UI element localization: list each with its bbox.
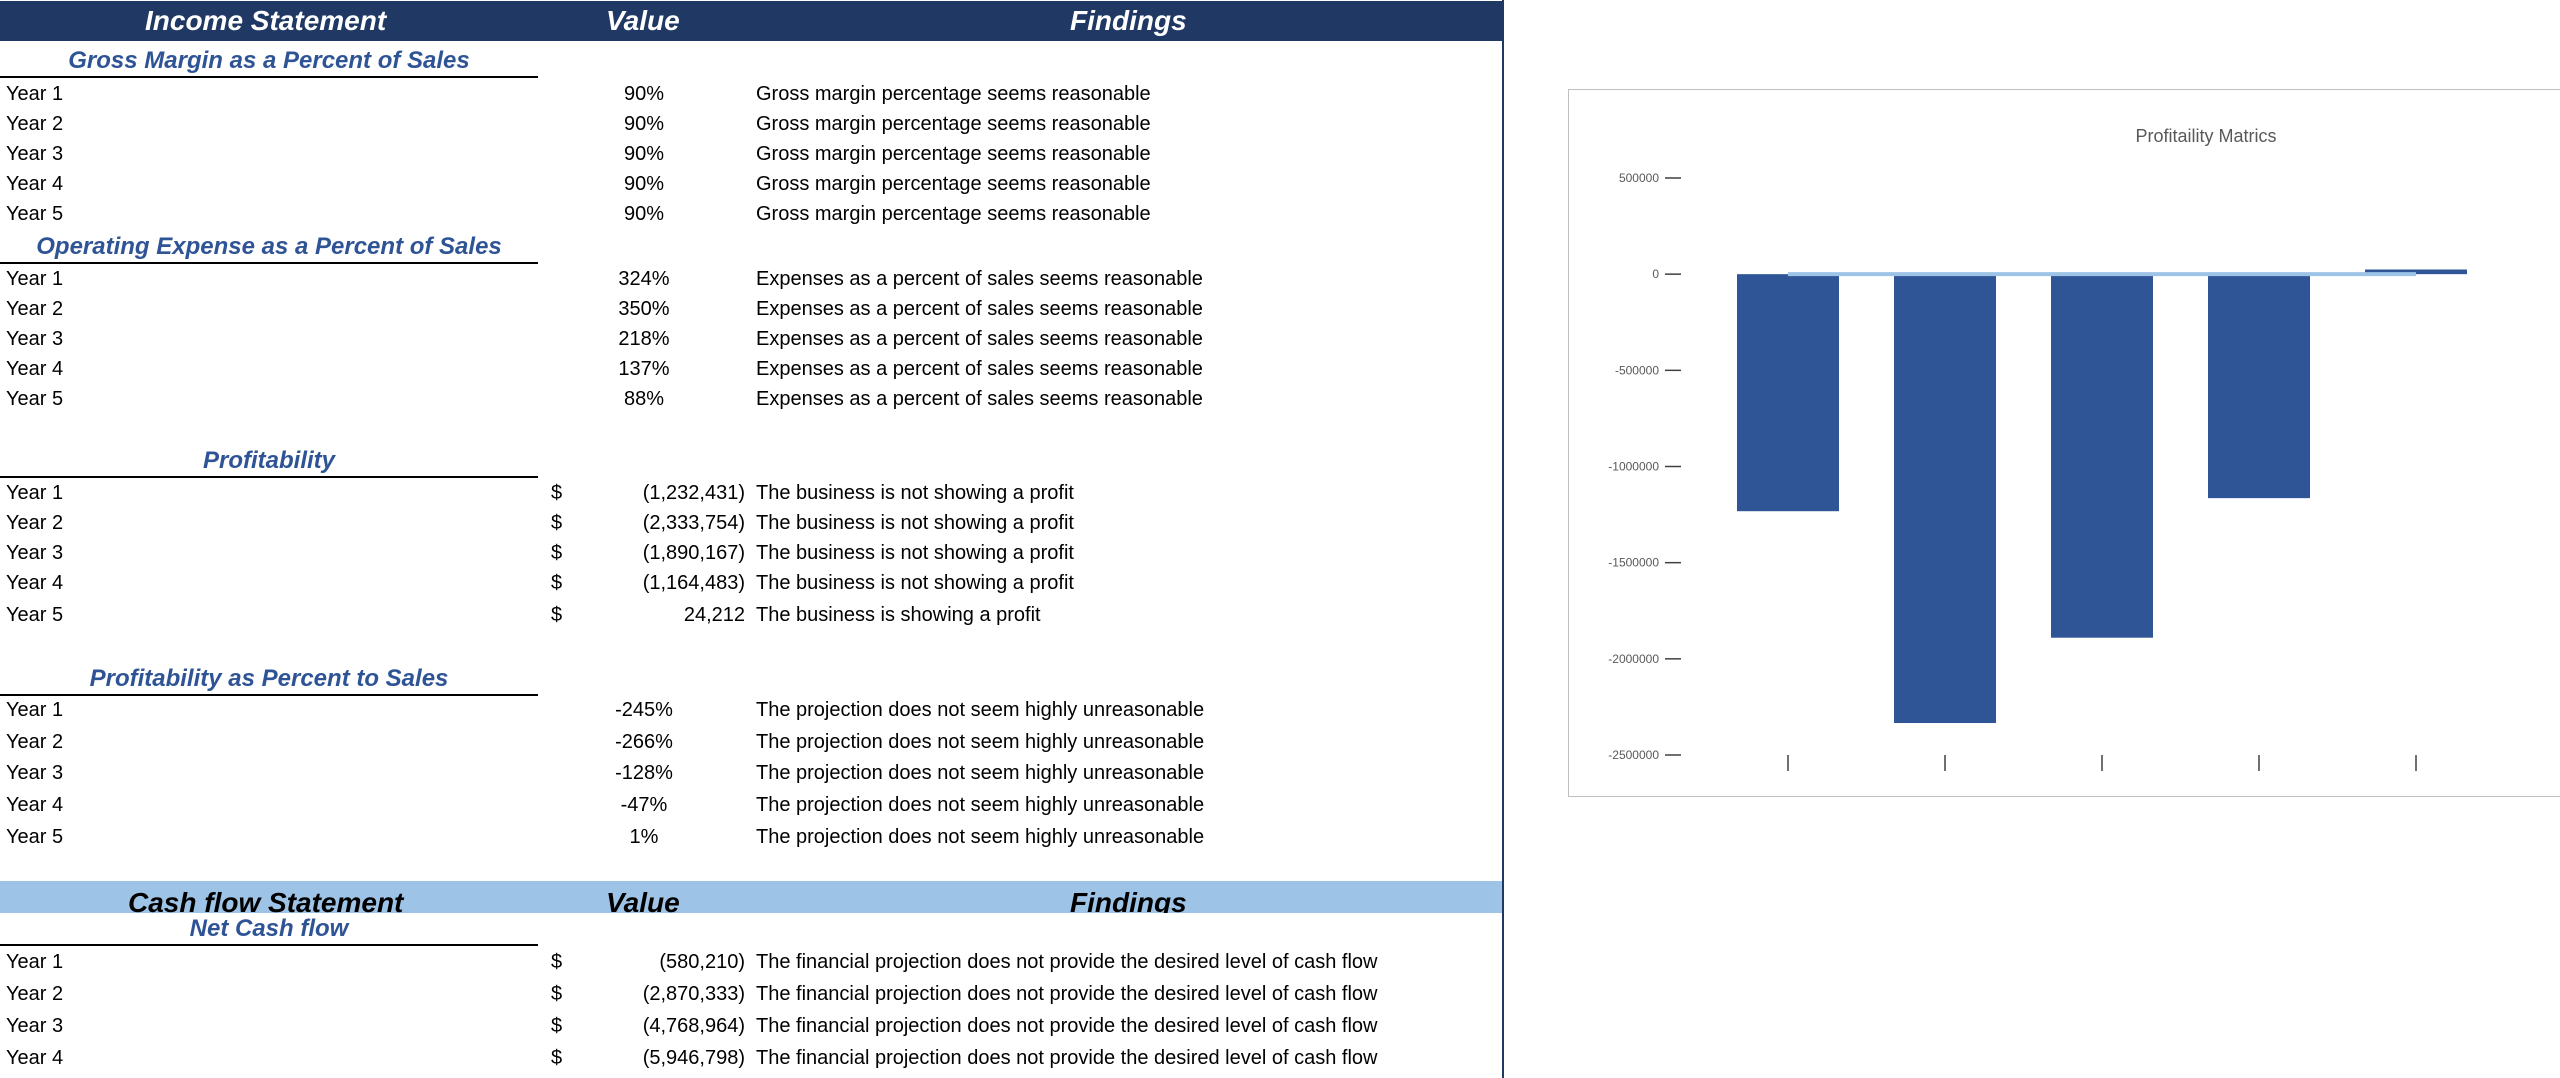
table-row[interactable]: Year 4 90% Gross margin percentage seems r… xyxy=(6,173,1151,195)
table-row[interactable]: Year 5 1% The projection does not seem hig… xyxy=(6,826,1205,848)
table-row[interactable]: Year 4 137% Expenses as a percent of sales… xyxy=(6,358,1203,380)
cashflow-statement-title: Cash flow Statement xyxy=(128,887,404,913)
income-statement-title: Income Statement xyxy=(145,5,387,36)
table-row[interactable]: Year 3 218% Expenses as a percent of sales… xyxy=(6,328,1203,350)
table-row[interactable]: Year 1 324% Expenses as a percent of sales… xyxy=(6,268,1203,290)
table-row[interactable]: Year 5 90% Gross margin percentage seems r… xyxy=(6,203,1151,225)
cashflow-statement-header: Cash flow Statement Value Findings xyxy=(0,881,1502,913)
table-row[interactable]: Year 4 $ (1,164,483) The business is not sh… xyxy=(6,572,1074,594)
bar-year-4[interactable] xyxy=(2208,274,2310,499)
profit-pct-section-title: Profitability as Percent to Sales xyxy=(0,664,538,696)
net-cash-section-title: Net Cash flow xyxy=(0,914,538,946)
table-row[interactable]: Year 2 $ (2,870,333) The financial projecti… xyxy=(6,983,1378,1005)
bar-year-2[interactable] xyxy=(1894,274,1996,724)
table-row[interactable]: Year 3 $ (1,890,167) The business is not sh… xyxy=(6,542,1074,564)
profitability-section-title: Profitability xyxy=(0,446,538,478)
y-tick-label: -1500000 xyxy=(1608,556,1659,570)
y-tick-label: -500000 xyxy=(1615,363,1659,377)
table-row[interactable]: Year 2 $ (2,333,754) The business is not sh… xyxy=(6,512,1074,534)
chart-title: Profitaility Matrics xyxy=(2135,126,2276,146)
chart-plot: Profitaility Matrics 500000 0 -500000 -1000… xyxy=(1608,126,2467,771)
sheet-right-border xyxy=(1502,0,1504,1078)
cashflow-findings-column-header: Findings xyxy=(1070,887,1187,913)
profitability-chart[interactable]: Profitaility Matrics 500000 0 -500000 -1000… xyxy=(1568,89,2560,797)
opex-section-title: Operating Expense as a Percent of Sales xyxy=(0,232,538,264)
table-row[interactable]: Year 4 -47% The projection does not seem h… xyxy=(6,794,1205,816)
y-tick-label: 0 xyxy=(1652,267,1659,281)
table-row[interactable]: Year 2 -266% The projection does not seem … xyxy=(6,731,1205,753)
y-tick-label: 500000 xyxy=(1619,171,1659,185)
value-column-header: Value xyxy=(606,5,680,36)
cashflow-value-column-header: Value xyxy=(606,887,680,913)
table-row[interactable]: Year 5 88% Expenses as a percent of sales … xyxy=(6,388,1203,410)
table-row[interactable]: Year 2 90% Gross margin percentage seems r… xyxy=(6,113,1151,135)
bar-year-1[interactable] xyxy=(1737,274,1839,512)
y-tick-label: -1000000 xyxy=(1608,460,1659,474)
spreadsheet: Income Statement Value Findings Gross Ma… xyxy=(0,1,1502,1069)
table-row[interactable]: Year 1 $ (580,210) The financial projection… xyxy=(6,951,1378,973)
table-row[interactable]: Year 3 90% Gross margin percentage seems r… xyxy=(6,143,1151,165)
table-row[interactable]: Year 3 $ (4,768,964) The financial projecti… xyxy=(6,1015,1378,1037)
bar-year-3[interactable] xyxy=(2051,274,2153,638)
table-row[interactable]: Year 1 -245% The projection does not seem … xyxy=(6,699,1205,721)
table-row[interactable]: Year 4 $ (5,946,798) The financial projecti… xyxy=(6,1047,1378,1069)
table-row[interactable]: Year 5 $24,212 The business is showing a p… xyxy=(6,604,1041,626)
findings-column-header: Findings xyxy=(1070,5,1187,36)
y-tick-label: -2000000 xyxy=(1608,652,1659,666)
y-tick-label: -2500000 xyxy=(1608,748,1659,762)
table-row[interactable]: Year 2 350% Expenses as a percent of sales… xyxy=(6,298,1203,320)
table-row[interactable]: Year 3 -128% The projection does not seem … xyxy=(6,762,1205,784)
table-row[interactable]: Year 1 $ (1,232,431) The business is not sh… xyxy=(6,482,1074,504)
table-row[interactable]: Year 1 90% Gross margin percentage seems r… xyxy=(6,83,1151,105)
gross-margin-section-title: Gross Margin as a Percent of Sales xyxy=(0,46,538,78)
income-statement-header: Income Statement Value Findings xyxy=(0,1,1502,41)
bar-year-5[interactable] xyxy=(2365,269,2467,275)
